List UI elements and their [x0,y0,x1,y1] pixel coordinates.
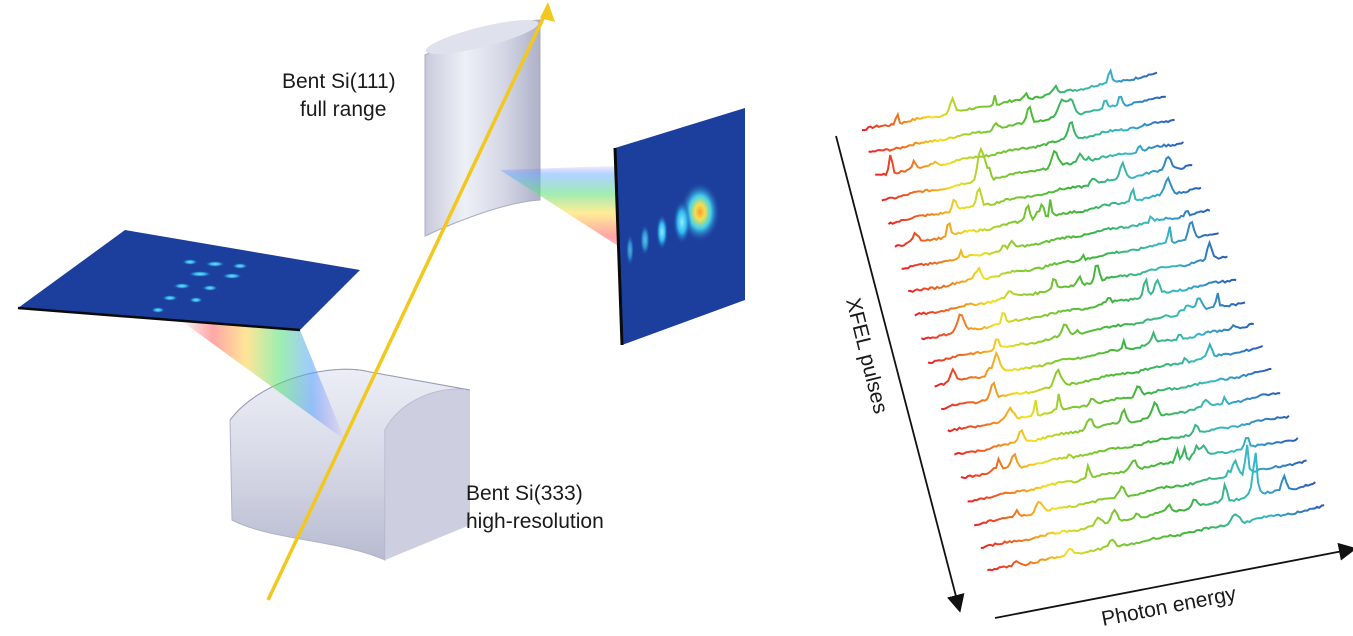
pulses-axis-label: XFEL pulses [841,296,892,416]
energy-axis-label: Photon energy [1100,582,1239,631]
spectrum-trace [953,392,1281,456]
si333-crystal [229,368,471,561]
detector-vertical [613,108,745,346]
spectrum-trace [947,367,1272,433]
si111-label-line2: full range [300,98,386,121]
spectrum-trace [914,239,1228,317]
si333-label-line1: Bent Si(333) [466,482,583,505]
spectrum-trace [934,322,1254,388]
spectrum-trace [894,175,1202,248]
detector-horizontal [17,230,360,332]
diffraction-cone-111 [500,165,640,260]
spectrum-trace [967,436,1299,503]
energy-axis [994,542,1353,619]
spectrum-trace [920,276,1237,341]
si333-label-line2: high-resolution [466,510,604,533]
xfel-beam [266,2,555,601]
spectrum-trace [881,141,1184,202]
spectrum-trace [987,504,1325,572]
spectrum-trace [980,452,1316,549]
si111-label-line1: Bent Si(111) [282,70,396,93]
spectra-waterfall [861,67,1325,572]
spectrum-trace [887,155,1193,225]
spectrum-trace [901,208,1211,270]
diffraction-cone-333 [180,320,345,440]
spectrum-trace [868,95,1166,153]
spectrum-trace [875,118,1175,177]
spectrum-trace [960,415,1290,480]
si111-crystal [424,19,541,237]
spectrum-trace [973,444,1307,527]
spectrum-trace [941,341,1264,411]
spectrum-trace [861,67,1158,132]
spectrum-trace [908,220,1219,293]
pulses-axis [835,135,965,613]
spectrum-trace [927,292,1246,365]
